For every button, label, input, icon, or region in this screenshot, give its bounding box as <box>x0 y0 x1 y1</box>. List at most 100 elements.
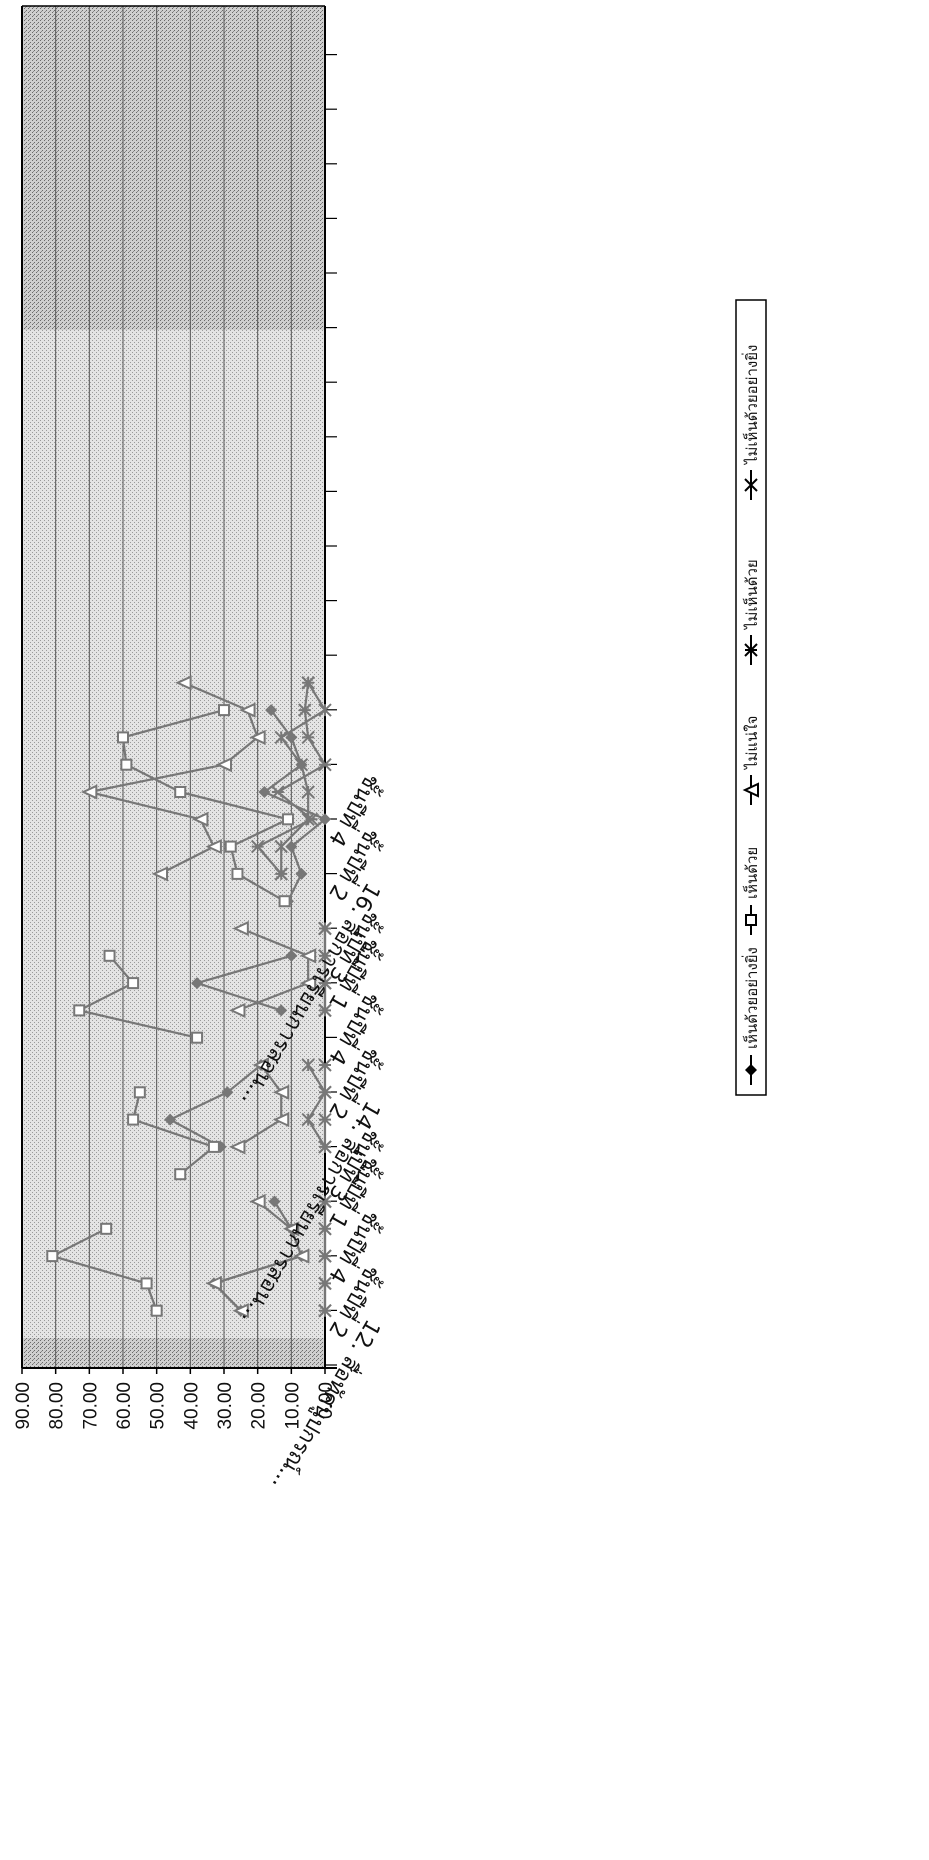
marker-asterisk <box>301 812 315 827</box>
series-4-point-12 <box>318 1003 332 1018</box>
series-3-segment <box>307 736 326 766</box>
marker-square <box>191 1031 204 1044</box>
series-3-segment <box>303 709 310 738</box>
series-2 <box>80 675 317 1319</box>
legend-label-group: ไม่เห็นด้วย <box>742 559 761 630</box>
series-1-point-7 <box>207 1140 220 1153</box>
series-2-point-14 <box>299 948 317 964</box>
series-0-segment <box>226 1064 262 1094</box>
plot-area-shaded-top <box>22 6 325 330</box>
marker-asterisk <box>301 1112 315 1127</box>
y-tick-text: 50.00 <box>148 1382 169 1430</box>
plot-area-shaded-bottom <box>22 1338 325 1368</box>
series-1-point-11 <box>191 1031 204 1044</box>
marker-diamond <box>221 1086 234 1099</box>
legend-label: เห็นด้วยอย่างยิ่ง <box>741 947 761 1049</box>
series-3-point-21 <box>318 757 332 772</box>
marker-diamond <box>164 1113 177 1126</box>
series-2-point-10 <box>252 1057 270 1073</box>
marker-square <box>224 840 237 853</box>
marker-asterisk <box>318 703 332 717</box>
marker-square <box>278 895 291 908</box>
legend-label-group: ไม่แน่ใจ <box>743 716 761 770</box>
marker-asterisk <box>318 1003 332 1018</box>
y-tick-label-8: 80.00 <box>47 1382 68 1430</box>
series-2-point-19 <box>192 811 209 827</box>
y-tick-label-3: 30.00 <box>215 1382 236 1430</box>
y-tick-text: 90.00 <box>13 1382 34 1430</box>
series-1-point-20 <box>174 786 187 798</box>
marker-square <box>150 1304 163 1317</box>
marker-square <box>127 1113 140 1126</box>
marker-asterisk <box>274 730 288 745</box>
y-tick-text: 10.00 <box>282 1382 303 1430</box>
series-2-segment <box>159 845 215 875</box>
marker-diamond <box>275 1004 288 1017</box>
series-4-point-17 <box>274 867 288 881</box>
series-1-point-16 <box>278 895 291 908</box>
marker-asterisk <box>318 1303 332 1318</box>
plot-area-shaded-middle <box>22 330 325 1338</box>
marker-diamond <box>285 949 298 962</box>
series-4-point-13 <box>318 976 332 990</box>
series-4-point-19 <box>301 812 315 827</box>
series-1-point-19 <box>281 813 294 826</box>
marker-square <box>100 1222 113 1235</box>
y-tick-text: 80.00 <box>47 1382 68 1430</box>
y-tick-label-6: 60.00 <box>114 1382 135 1430</box>
marker-asterisk <box>301 785 315 799</box>
marker-triangle <box>232 1303 249 1319</box>
series-2-point-18 <box>205 839 222 855</box>
y-tick-text: 20.00 <box>249 1382 270 1430</box>
series-4-point-7 <box>318 1140 332 1154</box>
series-1-segment <box>78 1009 198 1039</box>
legend-entry-3: ไม่เห็นด้วย <box>742 559 761 665</box>
y-tick-text: 70.00 <box>80 1382 101 1430</box>
marker-triangle <box>249 1193 266 1210</box>
series-2-segment <box>89 763 225 794</box>
marker-diamond <box>745 1064 757 1076</box>
marker-triangle <box>282 1221 300 1237</box>
marker-square <box>103 949 116 962</box>
marker-triangle <box>229 1002 246 1018</box>
marker-asterisk <box>318 921 332 936</box>
marker-square <box>174 786 187 798</box>
series-1-segment <box>236 872 286 903</box>
legend-label: ไม่เห็นด้วย <box>742 559 761 630</box>
series-2-segment <box>240 927 309 957</box>
marker-diamond <box>265 704 278 717</box>
series-1-point-2 <box>140 1277 153 1290</box>
marker-asterisk <box>318 1085 332 1100</box>
marker-triangle <box>249 729 266 745</box>
series-0-point-14 <box>285 949 298 962</box>
series-layer <box>46 675 332 1319</box>
plot-background <box>22 6 325 1368</box>
series-2-point-23 <box>239 702 256 718</box>
series-4-point-8 <box>301 1112 315 1127</box>
marker-triangle <box>80 784 98 800</box>
marker-triangle <box>252 1057 270 1073</box>
series-1-segment <box>51 1255 147 1285</box>
marker-square <box>73 1004 86 1017</box>
marker-triangle <box>272 1084 290 1100</box>
series-2-point-5 <box>249 1193 266 1210</box>
series-4 <box>274 676 332 1318</box>
y-tick-label-4: 40.00 <box>181 1382 202 1430</box>
series-1-point-6 <box>174 1168 187 1181</box>
series-4-segment <box>300 764 310 793</box>
marker-triangle <box>299 975 317 991</box>
marker-triangle <box>215 757 232 773</box>
marker-triangle <box>232 920 249 937</box>
series-4-point-5 <box>318 1194 332 1209</box>
series-4-point-10 <box>301 1058 315 1072</box>
y-tick-labels: 0.00 10.00 20.00 30.00 40.00 50.00 60.00 70.00 8… <box>13 1382 337 1430</box>
marker-diamond <box>285 731 298 744</box>
series-0-point-20 <box>258 786 271 798</box>
series-2-point-2 <box>205 1275 222 1291</box>
series-1-segment <box>132 1118 215 1148</box>
marker-square <box>174 1168 187 1181</box>
legend-label-group: ไม่เห็นด้วยอย่างยิ่ง <box>741 345 761 465</box>
marker-star <box>318 1058 332 1072</box>
legend-label: ไม่แน่ใจ <box>743 716 761 770</box>
